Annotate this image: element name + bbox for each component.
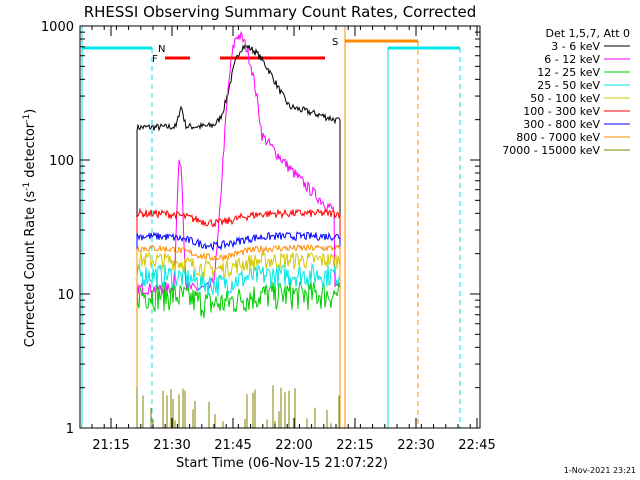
series-line-1 bbox=[136, 30, 341, 428]
y-axis-label: Corrected Count Rate (s-1 detector-1) bbox=[22, 109, 38, 347]
series-line-5 bbox=[136, 207, 341, 428]
series-line-3 bbox=[136, 262, 341, 428]
y-axis: 1 10 100 1000 bbox=[41, 20, 480, 437]
y-axis-label-sup1: -1 bbox=[22, 182, 32, 191]
series-line-0 bbox=[136, 43, 341, 428]
series-line-4 bbox=[136, 250, 341, 428]
y-tick-label: 100 bbox=[49, 154, 74, 169]
x-tick-label: 22:15 bbox=[336, 438, 373, 453]
legend-label: 25 - 50 keV bbox=[537, 79, 600, 92]
x-tick-label: 22:45 bbox=[458, 438, 495, 453]
plot-area: NF S bbox=[81, 26, 461, 428]
legend-label: 6 - 12 keV bbox=[544, 53, 600, 66]
y-axis-label-part3: ) bbox=[23, 109, 38, 114]
y-tick-label: 1 bbox=[66, 422, 74, 437]
legend-label: 3 - 6 keV bbox=[551, 40, 600, 53]
series-line-2 bbox=[136, 281, 341, 428]
x-axis: 21:15 21:30 21:45 22:00 22:15 22:30 22:45 bbox=[91, 26, 496, 453]
x-tick-label: 22:00 bbox=[275, 438, 312, 453]
footer-timestamp: 1-Nov-2021 23:21 bbox=[564, 466, 636, 475]
legend-title: Det 1,5,7, Att 0 bbox=[546, 27, 630, 40]
legend-label: 800 - 7000 keV bbox=[516, 131, 600, 144]
x-tick-label: 21:15 bbox=[92, 438, 129, 453]
plot-frame bbox=[79, 25, 481, 429]
y-tick-label: 10 bbox=[57, 288, 74, 303]
annotation-f: F bbox=[152, 54, 158, 65]
y-axis-label-part2: detector bbox=[23, 122, 38, 182]
series-line-6 bbox=[136, 231, 341, 428]
legend-label: 50 - 100 keV bbox=[530, 92, 600, 105]
x-tick-label: 22:30 bbox=[397, 438, 434, 453]
annotation-n: N bbox=[158, 44, 165, 55]
y-axis-label-part1: Corrected Count Rate (s bbox=[23, 191, 38, 348]
y-axis-label-sup2: -1 bbox=[22, 114, 32, 123]
y-tick-label: 1000 bbox=[41, 20, 74, 35]
x-axis-label: Start Time (06-Nov-15 21:07:22) bbox=[176, 456, 388, 471]
annotation-s: S bbox=[332, 37, 338, 48]
chart-title: RHESSI Observing Summary Count Rates, Co… bbox=[84, 3, 477, 21]
x-tick-label: 21:45 bbox=[214, 438, 251, 453]
series-line-7 bbox=[136, 243, 341, 428]
legend-label: 100 - 300 keV bbox=[523, 105, 600, 118]
legend-label: 12 - 25 keV bbox=[537, 66, 600, 79]
legend-label: 300 - 800 keV bbox=[523, 118, 600, 131]
x-tick-label: 21:30 bbox=[153, 438, 190, 453]
legend-label: 7000 - 15000 keV bbox=[502, 144, 600, 157]
